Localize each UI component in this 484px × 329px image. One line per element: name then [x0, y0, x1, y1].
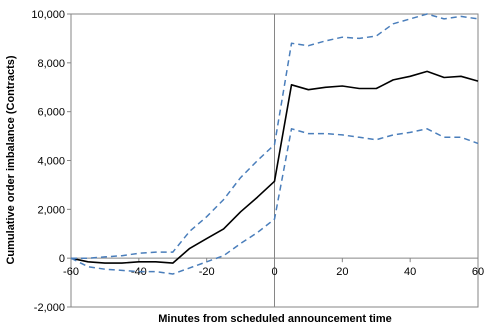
confidence-band-line-2	[70, 128, 479, 275]
confidence-band-line-1	[71, 13, 479, 259]
series-layer	[70, 13, 479, 275]
y-axis-title: Cumulative order imbalance (Contracts)	[5, 55, 17, 264]
y-tick-label: 4,000	[37, 156, 65, 168]
mean-line-0	[70, 70, 479, 264]
x-tick-label: 20	[336, 266, 348, 278]
y-axis-tick-labels: -2,000 0 2,000 4,000 6,000 8,000 10,000	[31, 9, 71, 314]
y-tick-label: -2,000	[34, 302, 65, 314]
x-tick-label: -60	[63, 266, 79, 278]
x-tick-label: 0	[271, 266, 277, 278]
y-tick-label: 6,000	[37, 107, 65, 119]
y-tick-label: 2,000	[37, 204, 65, 216]
x-axis-title: Minutes from scheduled announcement time	[158, 313, 391, 325]
x-tick-label: 60	[472, 266, 484, 278]
y-tick-label: 0	[59, 253, 65, 265]
x-tick-label: 40	[404, 266, 416, 278]
y-tick-label: 8,000	[37, 58, 65, 70]
x-tick-label: -20	[199, 266, 215, 278]
y-tick-label: 10,000	[31, 9, 65, 21]
